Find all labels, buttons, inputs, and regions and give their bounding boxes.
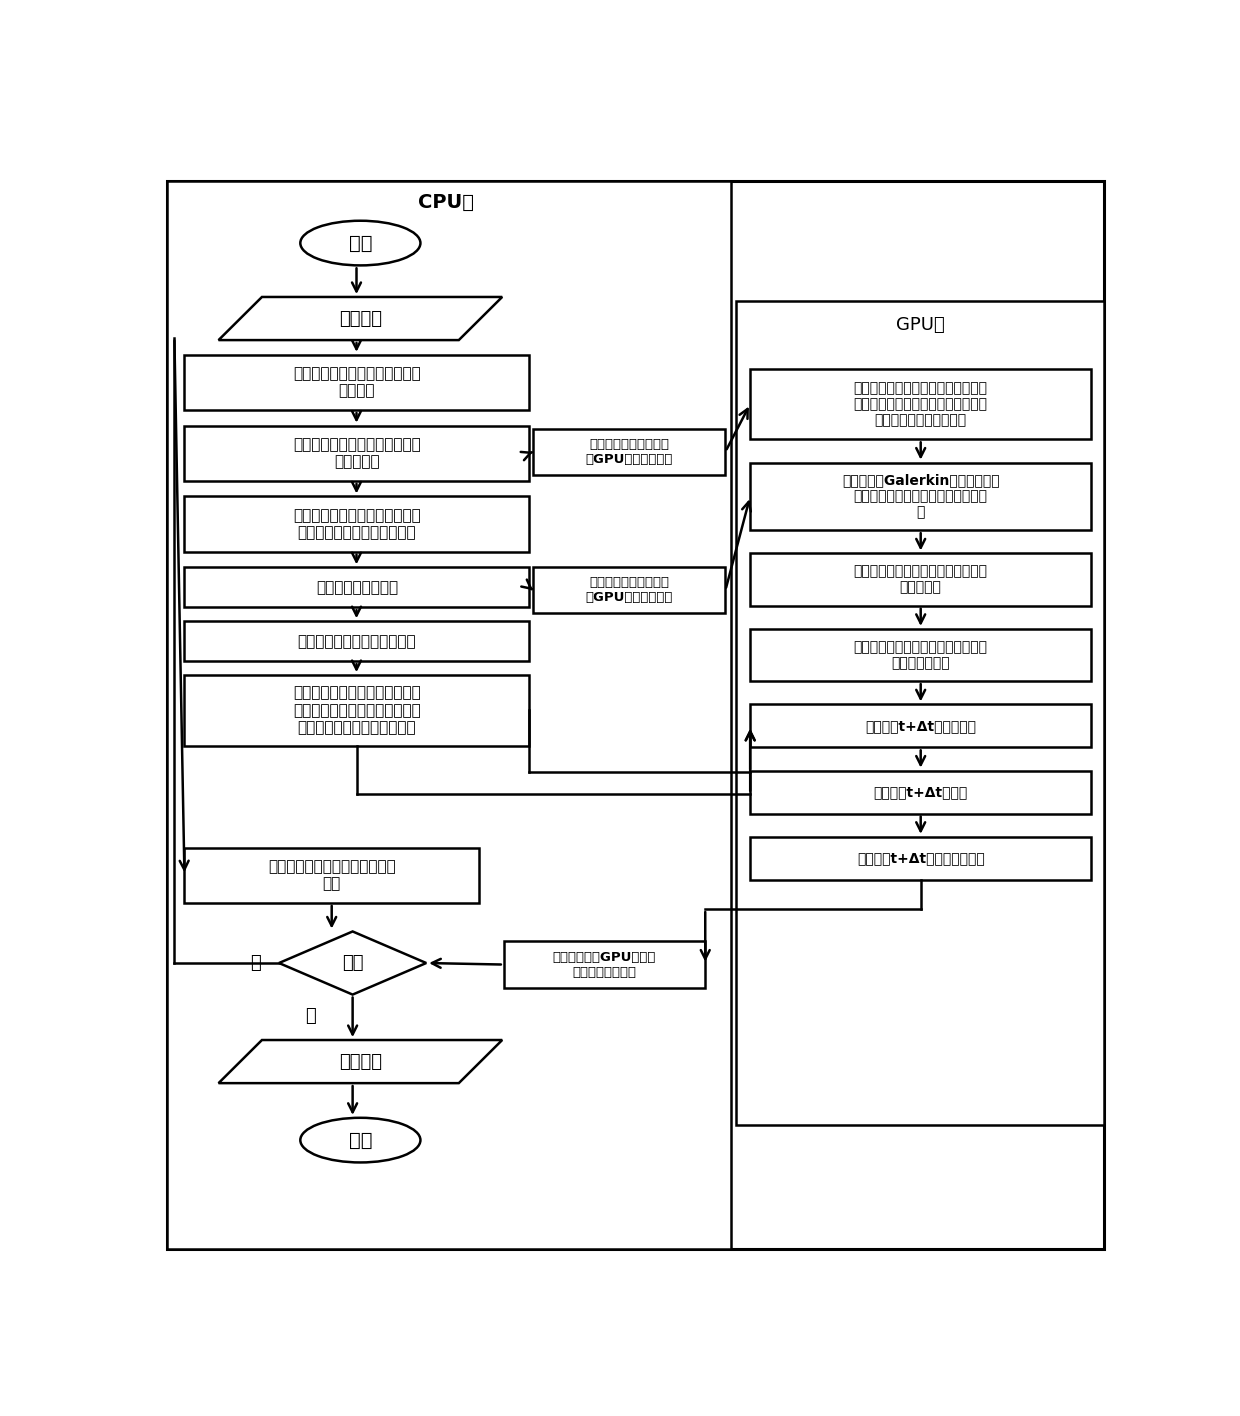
Text: CPU端: CPU端 <box>418 193 474 212</box>
Text: 计算节点影响域半径、积分点的
定义域半径: 计算节点影响域半径、积分点的 定义域半径 <box>293 438 420 470</box>
Bar <box>185 497 529 552</box>
Bar <box>185 355 529 411</box>
Text: 计算时间t+Δt的位移: 计算时间t+Δt的位移 <box>873 784 968 799</box>
Bar <box>737 300 1105 1124</box>
Text: 确定薄板交叉节点对: 确定薄板交叉节点对 <box>316 579 398 595</box>
Text: 是: 是 <box>305 1007 315 1025</box>
Text: 计算节点影响域内的积分点、积
分点定义域内的节点关系数据: 计算节点影响域内的积分点、积 分点定义域内的节点关系数据 <box>293 508 420 541</box>
Text: GPU端: GPU端 <box>895 316 945 334</box>
Bar <box>166 181 730 1249</box>
Text: 开始: 开始 <box>348 234 372 252</box>
Text: 计算每个积分点定义域内的节点在该
积分点处的形函数值、形函数一阶导
数值及形函数二阶导数值: 计算每个积分点定义域内的节点在该 积分点处的形函数值、形函数一阶导 数值及形函数… <box>853 381 988 428</box>
Text: 判断: 判断 <box>342 954 363 971</box>
Ellipse shape <box>300 221 420 265</box>
Bar <box>750 770 1091 814</box>
Bar <box>185 675 529 746</box>
Text: 计算模型内部与本质边界上的积
分点信息: 计算模型内部与本质边界上的积 分点信息 <box>293 367 420 399</box>
Bar <box>533 429 725 474</box>
Text: 给定位移向量矩阵、速度向量矩
阵、加速度向量矩阵，选择时间
步长及相关参数计算积分常数: 给定位移向量矩阵、速度向量矩 阵、加速度向量矩阵，选择时间 步长及相关参数计算积… <box>293 685 420 735</box>
Ellipse shape <box>300 1117 420 1163</box>
Bar <box>750 368 1091 439</box>
Text: 复制数据：从主机内存
到GPU全局存储器中: 复制数据：从主机内存 到GPU全局存储器中 <box>585 576 673 605</box>
Text: 计算时间t+Δt的有效载荷: 计算时间t+Δt的有效载荷 <box>866 719 976 733</box>
Bar <box>503 942 706 988</box>
Text: 否: 否 <box>250 954 262 971</box>
Text: 复制数据：从主机内存
到GPU全局存储器中: 复制数据：从主机内存 到GPU全局存储器中 <box>585 438 673 466</box>
Polygon shape <box>218 297 502 340</box>
Bar <box>750 704 1091 748</box>
Polygon shape <box>279 932 427 994</box>
Bar <box>750 554 1091 606</box>
Bar <box>533 568 725 613</box>
Text: 计算薄板的总体外力向量矩阵: 计算薄板的总体外力向量矩阵 <box>298 634 417 649</box>
Text: 形成有效刚度矩阵，并对有效刚度矩
阵进行三角分解: 形成有效刚度矩阵，并对有效刚度矩 阵进行三角分解 <box>853 640 988 670</box>
Text: 结束: 结束 <box>348 1130 372 1150</box>
Text: 复制数据：从GPU全局存
储器到主机内存中: 复制数据：从GPU全局存 储器到主机内存中 <box>553 950 656 978</box>
Text: 计算质量矩阵与阻尼矩阵的系数
向量: 计算质量矩阵与阻尼矩阵的系数 向量 <box>268 860 396 892</box>
Bar <box>185 426 529 481</box>
Bar <box>185 622 529 661</box>
Text: 组装无网格Galerkin法总体刚度矩
阵、总体惩罚刚度矩阵和总体质量矩
阵: 组装无网格Galerkin法总体刚度矩 阵、总体惩罚刚度矩阵和总体质量矩 阵 <box>842 473 999 520</box>
Bar <box>750 629 1091 681</box>
Text: 输入数据: 输入数据 <box>339 310 382 327</box>
Polygon shape <box>218 1039 502 1083</box>
Text: 计算时间t+Δt的加速度与速度: 计算时间t+Δt的加速度与速度 <box>857 851 985 865</box>
Text: 根据总体质量矩阵、总体刚度矩阵形
成阻尼矩阵: 根据总体质量矩阵、总体刚度矩阵形 成阻尼矩阵 <box>853 565 988 595</box>
Bar <box>185 568 529 607</box>
Bar <box>750 837 1091 879</box>
Bar <box>750 463 1091 530</box>
Bar <box>185 848 479 903</box>
Text: 输出数据: 输出数据 <box>339 1052 382 1070</box>
